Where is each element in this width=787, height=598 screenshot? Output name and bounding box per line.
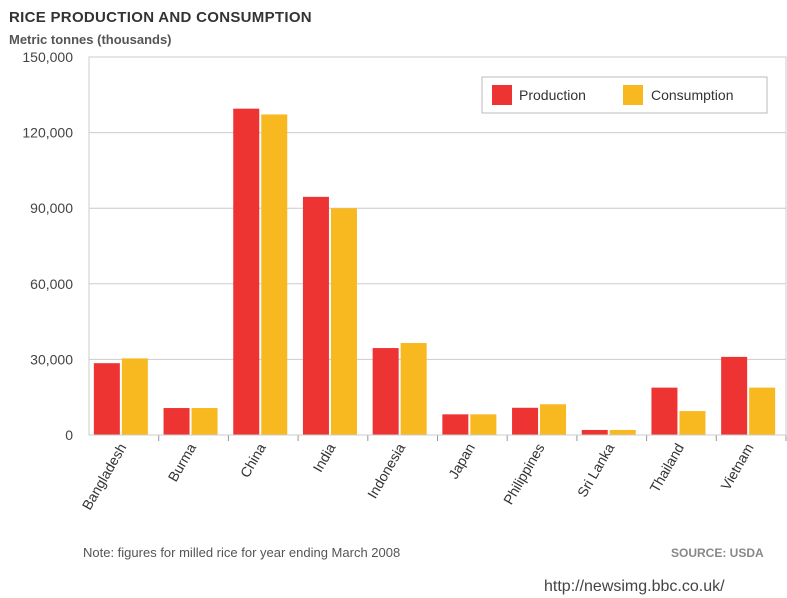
bar-consumption-vietnam [749, 387, 776, 435]
y-tick-label: 60,000 [30, 276, 73, 292]
bar-consumption-bangladesh [121, 358, 148, 435]
bars [93, 108, 776, 436]
x-axis-categories: Bangladesh Burma China India Indonesia Japan P… [79, 435, 787, 513]
bar-production-indonesia [372, 348, 399, 435]
bar-consumption-philippines [540, 404, 567, 435]
bar-production-thailand [651, 387, 678, 435]
y-axis-ticks: 0 30,000 60,000 90,000 120,000 150,000 [22, 49, 73, 443]
x-category-label: Thailand [646, 441, 687, 496]
bar-consumption-japan [470, 414, 497, 435]
bar-consumption-thailand [679, 411, 706, 435]
x-category-label: Burma [165, 440, 200, 484]
bar-production-burma [163, 408, 190, 435]
y-tick-label: 90,000 [30, 200, 73, 216]
x-category-label: Japan [445, 440, 478, 481]
x-category-label: Indonesia [364, 440, 408, 501]
bar-production-vietnam [721, 356, 748, 435]
plot-frame [88, 56, 787, 436]
chart-subtitle: Metric tonnes (thousands) [9, 32, 172, 47]
bar-consumption-india [330, 208, 357, 435]
bar-consumption-indonesia [400, 343, 427, 435]
x-category-label: India [310, 440, 339, 474]
x-category-label: Philippines [500, 441, 548, 508]
chart-title: RICE PRODUCTION AND CONSUMPTION [9, 9, 312, 26]
bar-consumption-china [261, 114, 288, 436]
x-category-label: China [237, 440, 269, 480]
legend-label-production: Production [519, 87, 586, 103]
legend: Production Consumption [481, 76, 768, 114]
legend-label-consumption: Consumption [651, 87, 734, 103]
y-tick-label: 150,000 [22, 49, 73, 65]
bar-production-bangladesh [93, 363, 120, 435]
gridlines [89, 56, 786, 436]
source-url: http://newsimg.bbc.co.uk/ [544, 578, 725, 595]
legend-swatch-consumption [623, 85, 643, 105]
x-category-label: Bangladesh [79, 441, 130, 513]
source-label: SOURCE: USDA [671, 546, 764, 560]
x-category-label: Vietnam [717, 441, 756, 493]
y-tick-label: 120,000 [22, 125, 73, 141]
y-tick-label: 0 [65, 427, 73, 443]
legend-swatch-production [492, 85, 512, 105]
bar-consumption-sri-lanka [609, 429, 636, 435]
bar-production-sri-lanka [581, 429, 608, 435]
x-category-label: Sri Lanka [574, 440, 618, 499]
bar-production-philippines [512, 407, 539, 435]
footnote: Note: figures for milled rice for year e… [83, 545, 400, 560]
bar-production-india [302, 196, 329, 435]
y-tick-label: 30,000 [30, 351, 73, 367]
bar-production-japan [442, 414, 469, 435]
bar-production-china [233, 108, 260, 435]
bar-consumption-burma [191, 408, 218, 435]
